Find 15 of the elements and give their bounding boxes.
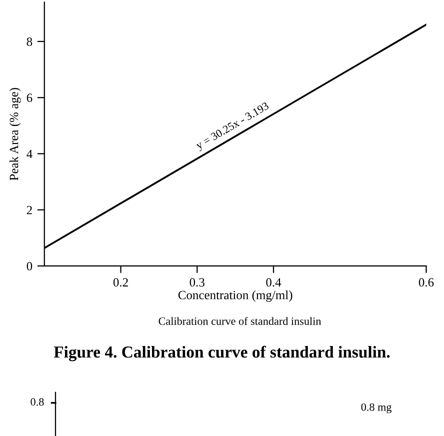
x-tick-label: 0.2 [113, 278, 128, 287]
y-tick-label: 0 [26, 262, 32, 270]
y-tick-label: 6 [26, 94, 32, 102]
y-tick-label: 8 [26, 37, 32, 46]
text: 0.8 mg [361, 403, 392, 414]
x-tick-label: 0.6 [418, 278, 434, 287]
y-axis-title: Peak Area (% age) [9, 88, 21, 180]
caption: Figure 4. Calibration curve of standard insulin. [54, 346, 390, 362]
y-tick-label: 2 [26, 206, 32, 214]
y-tick-label: 4 [26, 150, 32, 158]
text: Calibration curve of standard insulin [158, 316, 322, 325]
x-tick-label: 0.4 [266, 278, 282, 287]
x-axis-title: Concentration (mg/ml) [178, 290, 292, 302]
x-tick-label: 0.3 [190, 278, 204, 287]
text: 0.8 [30, 398, 44, 406]
